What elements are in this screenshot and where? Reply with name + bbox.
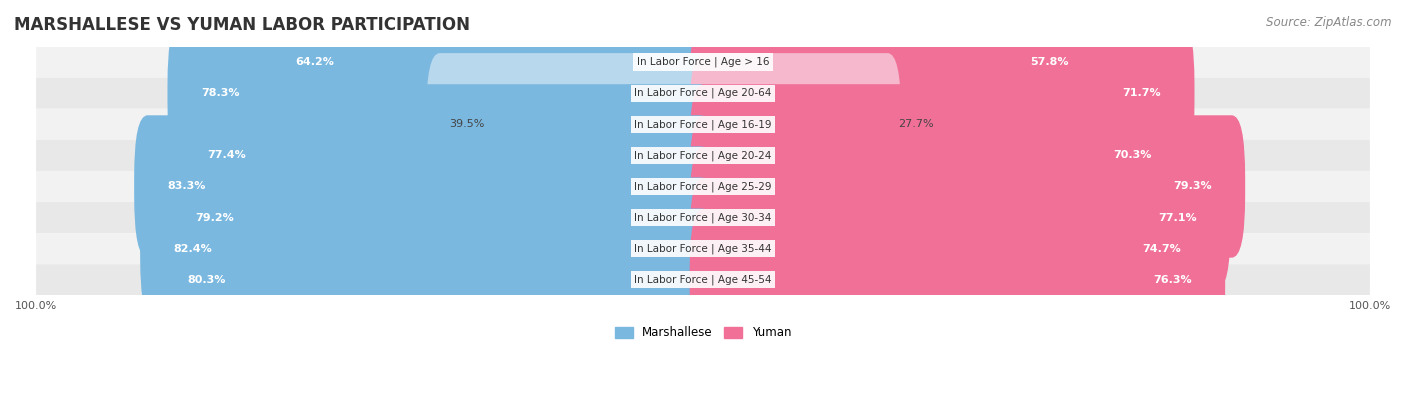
FancyBboxPatch shape bbox=[141, 177, 716, 320]
Text: 27.7%: 27.7% bbox=[897, 119, 934, 129]
Text: 74.7%: 74.7% bbox=[1143, 244, 1181, 254]
Text: In Labor Force | Age 30-34: In Labor Force | Age 30-34 bbox=[634, 213, 772, 223]
FancyBboxPatch shape bbox=[690, 209, 1225, 351]
Text: 77.4%: 77.4% bbox=[207, 150, 246, 160]
FancyBboxPatch shape bbox=[162, 147, 716, 289]
FancyBboxPatch shape bbox=[37, 171, 1369, 202]
FancyBboxPatch shape bbox=[37, 202, 1369, 233]
FancyBboxPatch shape bbox=[690, 84, 1185, 227]
FancyBboxPatch shape bbox=[426, 53, 716, 196]
FancyBboxPatch shape bbox=[690, 53, 901, 196]
FancyBboxPatch shape bbox=[690, 115, 1246, 258]
Text: In Labor Force | Age > 16: In Labor Force | Age > 16 bbox=[637, 57, 769, 68]
Legend: Marshallese, Yuman: Marshallese, Yuman bbox=[610, 322, 796, 344]
Text: 82.4%: 82.4% bbox=[173, 244, 212, 254]
FancyBboxPatch shape bbox=[37, 264, 1369, 295]
Text: 80.3%: 80.3% bbox=[187, 275, 226, 285]
Text: Source: ZipAtlas.com: Source: ZipAtlas.com bbox=[1267, 16, 1392, 29]
Text: 78.3%: 78.3% bbox=[201, 88, 239, 98]
Text: 57.8%: 57.8% bbox=[1031, 57, 1069, 67]
Text: 64.2%: 64.2% bbox=[295, 57, 333, 67]
Text: 79.2%: 79.2% bbox=[195, 213, 233, 222]
FancyBboxPatch shape bbox=[173, 84, 716, 227]
Text: In Labor Force | Age 20-64: In Labor Force | Age 20-64 bbox=[634, 88, 772, 98]
Text: 76.3%: 76.3% bbox=[1153, 275, 1192, 285]
FancyBboxPatch shape bbox=[690, 147, 1230, 289]
Text: 39.5%: 39.5% bbox=[450, 119, 485, 129]
FancyBboxPatch shape bbox=[37, 233, 1369, 264]
Text: 79.3%: 79.3% bbox=[1173, 181, 1212, 192]
FancyBboxPatch shape bbox=[37, 47, 1369, 78]
Text: In Labor Force | Age 16-19: In Labor Force | Age 16-19 bbox=[634, 119, 772, 130]
Text: 83.3%: 83.3% bbox=[167, 181, 205, 192]
Text: 70.3%: 70.3% bbox=[1114, 150, 1152, 160]
Text: 71.7%: 71.7% bbox=[1122, 88, 1161, 98]
FancyBboxPatch shape bbox=[690, 22, 1195, 164]
Text: In Labor Force | Age 20-24: In Labor Force | Age 20-24 bbox=[634, 150, 772, 161]
Text: In Labor Force | Age 45-54: In Labor Force | Age 45-54 bbox=[634, 275, 772, 285]
FancyBboxPatch shape bbox=[690, 177, 1215, 320]
FancyBboxPatch shape bbox=[37, 140, 1369, 171]
FancyBboxPatch shape bbox=[155, 209, 716, 351]
FancyBboxPatch shape bbox=[134, 115, 716, 258]
FancyBboxPatch shape bbox=[690, 0, 1102, 134]
Text: In Labor Force | Age 35-44: In Labor Force | Age 35-44 bbox=[634, 243, 772, 254]
Text: 77.1%: 77.1% bbox=[1159, 213, 1197, 222]
FancyBboxPatch shape bbox=[37, 109, 1369, 140]
FancyBboxPatch shape bbox=[167, 22, 716, 164]
Text: In Labor Force | Age 25-29: In Labor Force | Age 25-29 bbox=[634, 181, 772, 192]
Text: MARSHALLESE VS YUMAN LABOR PARTICIPATION: MARSHALLESE VS YUMAN LABOR PARTICIPATION bbox=[14, 16, 470, 34]
FancyBboxPatch shape bbox=[37, 78, 1369, 109]
FancyBboxPatch shape bbox=[262, 0, 716, 134]
